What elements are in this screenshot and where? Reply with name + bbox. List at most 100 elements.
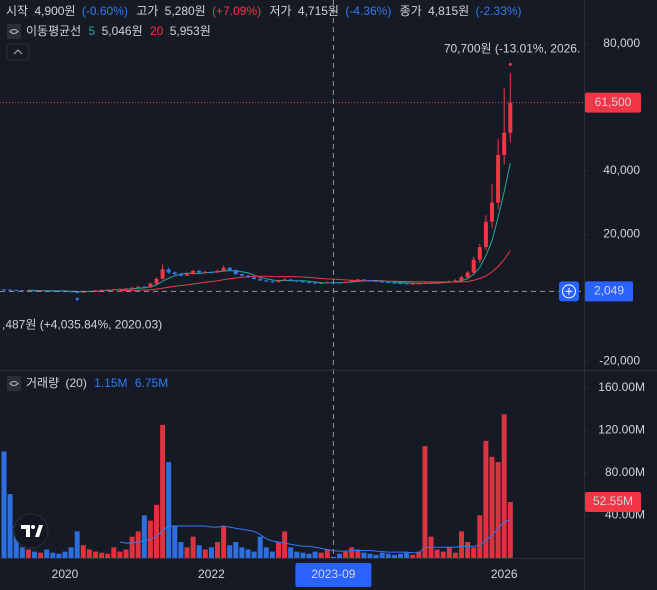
last-volume-label: 52.55M [593,494,633,508]
volume-bar [233,542,239,558]
candle-body [8,289,13,291]
volume-bar [257,536,263,558]
candle-body [471,259,476,273]
candle-body [447,281,452,283]
volume-bar [50,552,56,558]
volume-bar [318,552,324,558]
volume-bar [154,504,159,558]
volume-bar [221,526,227,558]
volume-bar [166,462,172,558]
volume-bar [404,552,410,558]
volume-bar [245,549,251,558]
candle-body [130,287,135,289]
candle-body [276,280,281,283]
volume-bar [507,502,513,558]
add-icon [562,284,576,299]
candle-body [209,271,214,273]
candle-body [313,282,318,284]
x-tick-label: 2020 [52,567,79,581]
logo[interactable] [13,513,49,549]
candle-body [191,270,196,275]
candle-body [294,280,299,282]
candle-body [203,271,208,273]
moving-average-line [119,250,511,292]
candle-body [111,289,116,291]
volume-bar [324,549,330,558]
volume-bar [32,551,37,558]
volume-bar [385,553,391,558]
candle-body [496,154,501,203]
volume-legend[interactable]: 거래량 (20) 1.15M 6.75M [7,376,168,391]
volume-legend-text: 거래량 (20) 1.15M 6.75M [26,376,168,390]
volume-bar [459,531,464,558]
candle-body [221,267,226,271]
candle-body [148,283,153,288]
volume-bar [440,551,446,558]
candle-body [185,274,189,276]
volume-bar [501,414,507,558]
y-tick-label: -20,000 [599,354,640,368]
candle-body [124,288,128,290]
volume-bar [19,547,25,558]
high-value: 5,280원 [165,4,206,18]
volume-bar [416,551,422,558]
candle-body [227,267,232,270]
volume-bar [202,549,208,558]
logo-mark [35,525,43,537]
candle-body [81,291,86,293]
indicator-icon[interactable] [7,376,21,391]
ohlc-legend: 시작 4,900원 (-0.60%) 고가 5,280원 (+7.09%) 저가… [6,4,522,18]
low-annotation: ,487원 (+4,035.84%, 2020.03) [2,317,162,331]
candle-body [404,283,409,285]
candle-body [355,279,360,281]
volume-bar [465,542,471,558]
volume-bar [343,551,349,558]
logo-badge[interactable] [13,513,49,549]
logo-mark [21,525,30,537]
volume-bar [25,549,31,558]
volume-bar [208,547,214,558]
volume-bar [330,556,336,558]
volume-bar [294,551,300,558]
volume-bar [355,549,361,558]
candle-body [410,283,415,285]
candle-body [75,291,80,293]
volume-bar [379,552,385,558]
open-change: (-0.60%) [82,4,128,18]
volume-bar [62,551,68,558]
candle-body [258,278,263,281]
last-price-label: 61,500 [595,95,632,109]
y-tick-label: 80.00M [605,465,645,479]
volume-bar [422,446,428,558]
candle-body [416,283,421,285]
y-tick-label: 20,000 [603,227,640,241]
volume-bar [471,547,477,558]
volume-bar [452,552,458,558]
volume-bar [276,542,281,558]
candle-body [343,282,348,284]
volume-bar [251,551,257,558]
ma-legend[interactable]: 이동평균선 5 5,046원 20 5,953원 [7,24,211,39]
low-label: 저가 [269,4,291,18]
volume-bar [7,494,13,558]
candle-body [32,290,37,292]
y-tick-label: 120.00M [598,422,645,436]
candle-body [441,282,446,284]
indicator-icon[interactable] [7,24,21,39]
last-price-box [585,92,641,113]
eye-icon [9,29,19,34]
volume-bar [56,553,62,558]
low-value: 4,715원 [298,4,339,18]
volume-bar [93,551,98,558]
volume-bar [349,547,355,558]
volume-bar [99,552,105,558]
volume-bar [361,552,367,558]
volume-bar [74,531,80,558]
ma-period: 20 [150,24,164,38]
candle-body [300,281,305,283]
collapse-button[interactable] [6,43,30,61]
add-button[interactable] [559,281,579,302]
volume-bar [477,515,483,558]
